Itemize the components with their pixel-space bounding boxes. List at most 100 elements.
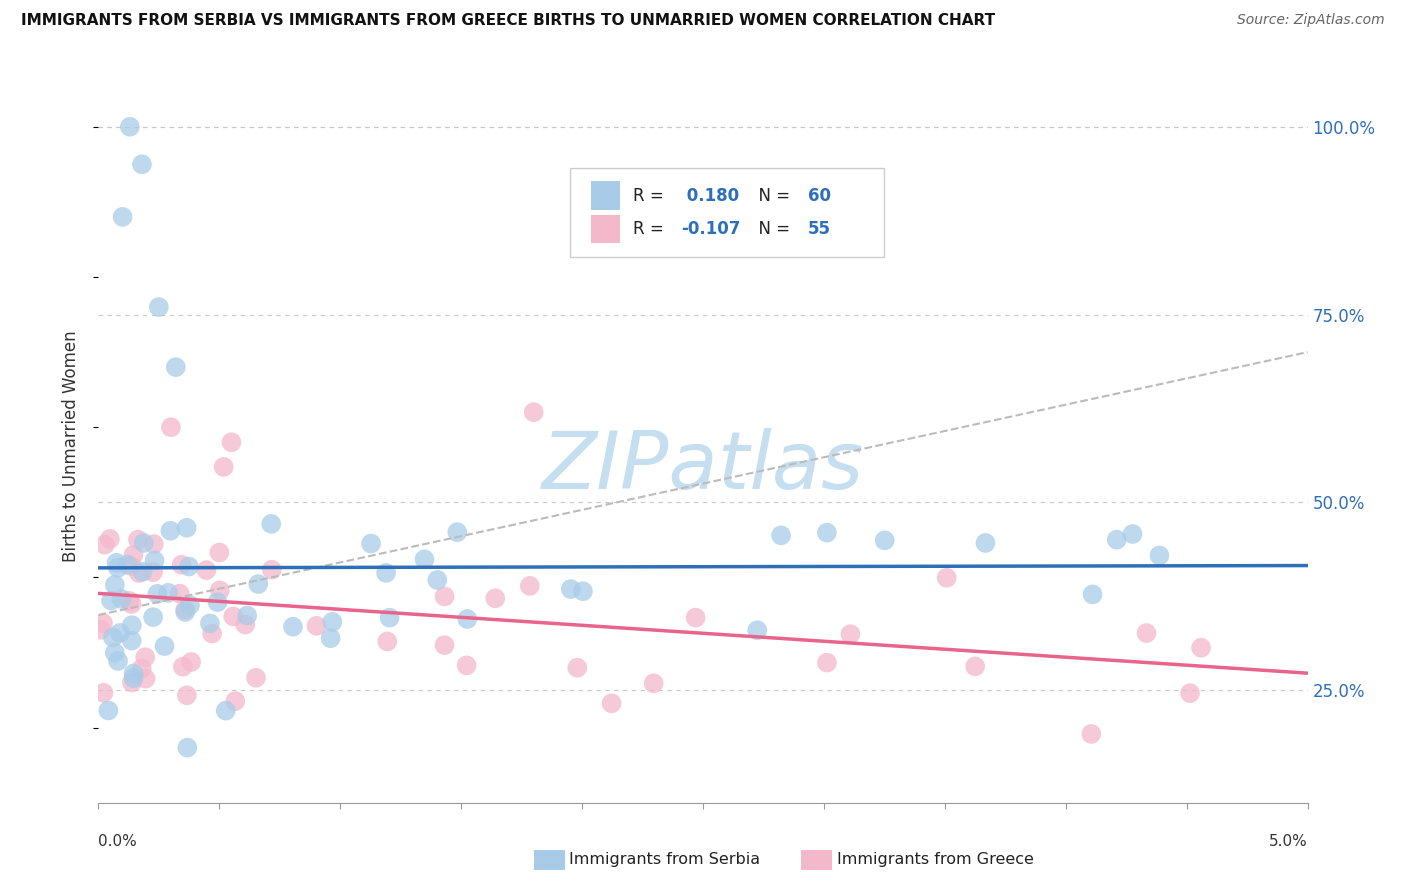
- Point: [233, 617, 256, 632]
- Point: [122, 666, 145, 681]
- Point: [560, 582, 582, 596]
- Point: [131, 157, 153, 171]
- Point: [148, 300, 170, 314]
- Point: [120, 559, 142, 574]
- Point: [433, 590, 456, 604]
- Point: [176, 521, 198, 535]
- Point: [224, 694, 246, 708]
- Point: [236, 608, 259, 623]
- Text: 55: 55: [808, 220, 831, 238]
- Point: [260, 516, 283, 531]
- Text: 60: 60: [808, 186, 831, 204]
- Point: [159, 524, 181, 538]
- Point: [172, 659, 194, 673]
- Point: [413, 552, 436, 566]
- Text: N =: N =: [748, 220, 796, 238]
- Point: [179, 598, 201, 612]
- Point: [165, 360, 187, 375]
- Point: [134, 650, 156, 665]
- Point: [90, 623, 112, 637]
- Point: [567, 661, 589, 675]
- Point: [375, 566, 398, 580]
- Point: [1080, 727, 1102, 741]
- Point: [105, 556, 128, 570]
- Point: [378, 610, 401, 624]
- Point: [965, 659, 987, 673]
- Point: [815, 525, 838, 540]
- Point: [118, 120, 141, 134]
- Point: [111, 210, 134, 224]
- Point: [215, 704, 238, 718]
- Point: [128, 566, 150, 580]
- Point: [321, 615, 343, 629]
- Point: [170, 558, 193, 572]
- Point: [747, 624, 769, 638]
- Point: [305, 619, 328, 633]
- Point: [131, 661, 153, 675]
- Point: [247, 577, 270, 591]
- Point: [600, 696, 623, 710]
- Point: [1105, 533, 1128, 547]
- Point: [157, 586, 180, 600]
- Text: IMMIGRANTS FROM SERBIA VS IMMIGRANTS FROM GREECE BIRTHS TO UNMARRIED WOMEN CORRE: IMMIGRANTS FROM SERBIA VS IMMIGRANTS FRO…: [21, 13, 995, 29]
- Point: [456, 658, 478, 673]
- Point: [260, 563, 283, 577]
- Point: [207, 595, 229, 609]
- Point: [98, 532, 121, 546]
- Point: [456, 612, 478, 626]
- Point: [426, 573, 449, 587]
- Point: [97, 704, 120, 718]
- Point: [974, 536, 997, 550]
- Point: [1081, 587, 1104, 601]
- Point: [108, 626, 131, 640]
- Point: [1149, 549, 1171, 563]
- Point: [127, 533, 149, 547]
- Point: [523, 405, 546, 419]
- Point: [143, 553, 166, 567]
- Point: [281, 620, 304, 634]
- Point: [174, 605, 197, 619]
- Point: [122, 671, 145, 685]
- FancyBboxPatch shape: [591, 181, 620, 210]
- Point: [484, 591, 506, 606]
- Point: [446, 525, 468, 540]
- Point: [208, 545, 231, 559]
- Text: Source: ZipAtlas.com: Source: ZipAtlas.com: [1237, 13, 1385, 28]
- Point: [160, 420, 183, 434]
- Point: [873, 533, 896, 548]
- Point: [375, 634, 398, 648]
- Point: [104, 578, 127, 592]
- Point: [100, 593, 122, 607]
- Point: [1135, 626, 1157, 640]
- Point: [180, 655, 202, 669]
- Point: [815, 656, 838, 670]
- Point: [142, 537, 165, 551]
- Point: [118, 594, 141, 608]
- Point: [174, 603, 197, 617]
- Text: Immigrants from Serbia: Immigrants from Serbia: [569, 853, 761, 867]
- Point: [176, 688, 198, 702]
- FancyBboxPatch shape: [591, 215, 620, 244]
- Point: [643, 676, 665, 690]
- Point: [201, 626, 224, 640]
- Point: [319, 631, 342, 645]
- Point: [685, 610, 707, 624]
- Text: 5.0%: 5.0%: [1268, 834, 1308, 849]
- Point: [360, 536, 382, 550]
- Point: [121, 633, 143, 648]
- Point: [177, 559, 200, 574]
- Text: R =: R =: [633, 220, 669, 238]
- Point: [121, 618, 143, 632]
- Point: [135, 672, 157, 686]
- Point: [153, 639, 176, 653]
- Point: [770, 528, 793, 542]
- Point: [519, 579, 541, 593]
- Y-axis label: Births to Unmarried Women: Births to Unmarried Women: [62, 330, 80, 562]
- Point: [142, 565, 165, 579]
- Point: [94, 538, 117, 552]
- Point: [198, 616, 221, 631]
- Point: [1121, 527, 1143, 541]
- Point: [132, 536, 155, 550]
- Point: [121, 597, 143, 611]
- Point: [142, 610, 165, 624]
